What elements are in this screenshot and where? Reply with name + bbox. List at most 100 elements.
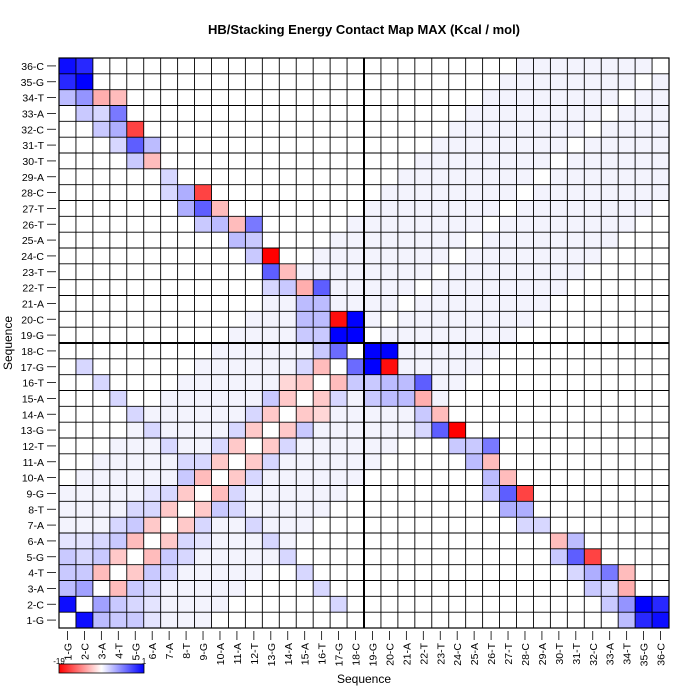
heatmap-cell bbox=[380, 517, 398, 533]
heatmap-cell bbox=[177, 232, 195, 248]
heatmap-cell bbox=[550, 548, 568, 565]
heatmap-cell bbox=[279, 422, 297, 438]
heatmap-cell bbox=[313, 485, 331, 502]
heatmap-cell bbox=[330, 184, 348, 201]
x-tick-label: 24-C bbox=[452, 643, 464, 666]
heatmap-cell bbox=[448, 358, 466, 375]
y-tick-label: 20-C bbox=[21, 314, 44, 326]
heatmap-cell bbox=[584, 327, 602, 343]
heatmap-cell bbox=[414, 501, 432, 518]
heatmap-cell bbox=[533, 612, 551, 628]
heatmap-cell bbox=[652, 248, 669, 264]
heatmap-cell bbox=[347, 517, 364, 533]
heatmap-cell bbox=[465, 501, 483, 518]
heatmap-cell bbox=[652, 121, 669, 138]
heatmap-cell bbox=[567, 121, 585, 138]
heatmap-cell bbox=[584, 422, 602, 438]
heatmap-cell bbox=[584, 580, 602, 597]
heatmap-cell bbox=[652, 343, 669, 359]
heatmap-cell bbox=[533, 105, 551, 122]
heatmap-cell bbox=[397, 58, 415, 74]
heatmap-cell bbox=[279, 564, 297, 581]
heatmap-cell bbox=[380, 295, 398, 312]
heatmap-cell bbox=[92, 153, 110, 169]
heatmap-cell bbox=[635, 279, 653, 296]
heatmap-cell bbox=[228, 453, 246, 470]
heatmap-cell bbox=[635, 137, 653, 153]
heatmap-cell bbox=[296, 58, 314, 74]
heatmap-cell bbox=[567, 200, 585, 217]
heatmap-cell bbox=[380, 469, 398, 486]
heatmap-cell bbox=[414, 121, 432, 138]
heatmap-cell bbox=[567, 422, 585, 438]
heatmap-cell bbox=[160, 358, 178, 375]
heatmap-cell bbox=[516, 295, 534, 312]
heatmap-cell bbox=[482, 232, 500, 248]
heatmap-cell bbox=[618, 422, 636, 438]
heatmap-cell bbox=[279, 311, 297, 328]
heatmap-cell bbox=[347, 485, 364, 502]
heatmap-cell bbox=[364, 406, 381, 423]
heatmap-cell bbox=[313, 105, 331, 122]
heatmap-cell bbox=[347, 248, 364, 264]
heatmap-cell bbox=[465, 406, 483, 423]
heatmap-cell bbox=[211, 517, 229, 533]
heatmap-cell bbox=[262, 564, 280, 581]
heatmap-cell bbox=[584, 453, 602, 470]
heatmap-cell bbox=[618, 564, 636, 581]
heatmap-cell bbox=[347, 89, 364, 106]
heatmap-cell bbox=[228, 279, 246, 296]
heatmap-cell bbox=[262, 263, 280, 280]
heatmap-cell bbox=[499, 548, 517, 565]
heatmap-cell bbox=[380, 168, 398, 185]
heatmap-cell bbox=[296, 596, 314, 613]
heatmap-cell bbox=[228, 200, 246, 217]
heatmap-cell bbox=[431, 200, 449, 217]
heatmap-cell bbox=[550, 232, 568, 248]
heatmap-cell bbox=[431, 153, 449, 169]
heatmap-cell bbox=[228, 548, 246, 565]
heatmap-cell bbox=[228, 137, 246, 153]
heatmap-cell bbox=[364, 58, 381, 74]
y-tick-label: 27-T bbox=[22, 203, 44, 215]
heatmap-cell bbox=[448, 168, 466, 185]
heatmap-cell bbox=[262, 73, 280, 90]
heatmap-cell bbox=[431, 533, 449, 549]
heatmap-cell bbox=[245, 501, 263, 518]
heatmap-cell bbox=[228, 406, 246, 423]
heatmap-cell bbox=[550, 248, 568, 264]
heatmap-cell bbox=[482, 137, 500, 153]
heatmap-cell bbox=[482, 390, 500, 407]
heatmap-cell bbox=[347, 153, 364, 169]
heatmap-cell bbox=[75, 580, 93, 597]
heatmap-cell bbox=[567, 564, 585, 581]
heatmap-cell bbox=[516, 200, 534, 217]
heatmap-cell bbox=[482, 248, 500, 264]
heatmap-cell bbox=[397, 517, 415, 533]
heatmap-cell bbox=[414, 263, 432, 280]
y-tick-label: 19-G bbox=[21, 330, 44, 342]
heatmap-cell bbox=[143, 596, 161, 613]
heatmap-cell bbox=[618, 374, 636, 391]
heatmap-cell bbox=[262, 232, 280, 248]
heatmap-cell bbox=[601, 564, 619, 581]
heatmap-cell bbox=[92, 438, 110, 454]
heatmap-cell bbox=[143, 184, 161, 201]
heatmap-cell bbox=[228, 168, 246, 185]
heatmap-cell bbox=[601, 358, 619, 375]
heatmap-cell bbox=[228, 73, 246, 90]
heatmap-cell bbox=[550, 184, 568, 201]
heatmap-cell bbox=[313, 422, 331, 438]
heatmap-cell bbox=[499, 105, 517, 122]
heatmap-cell bbox=[75, 216, 93, 233]
heatmap-cell bbox=[364, 358, 381, 375]
heatmap-cell bbox=[228, 485, 246, 502]
heatmap-cell bbox=[465, 485, 483, 502]
heatmap-cell bbox=[635, 153, 653, 169]
heatmap-cell bbox=[414, 406, 432, 423]
heatmap-cell bbox=[414, 58, 432, 74]
heatmap-cell bbox=[618, 263, 636, 280]
y-tick-label: 5-G bbox=[26, 552, 44, 564]
heatmap-cell bbox=[448, 279, 466, 296]
heatmap-cell bbox=[414, 105, 432, 122]
